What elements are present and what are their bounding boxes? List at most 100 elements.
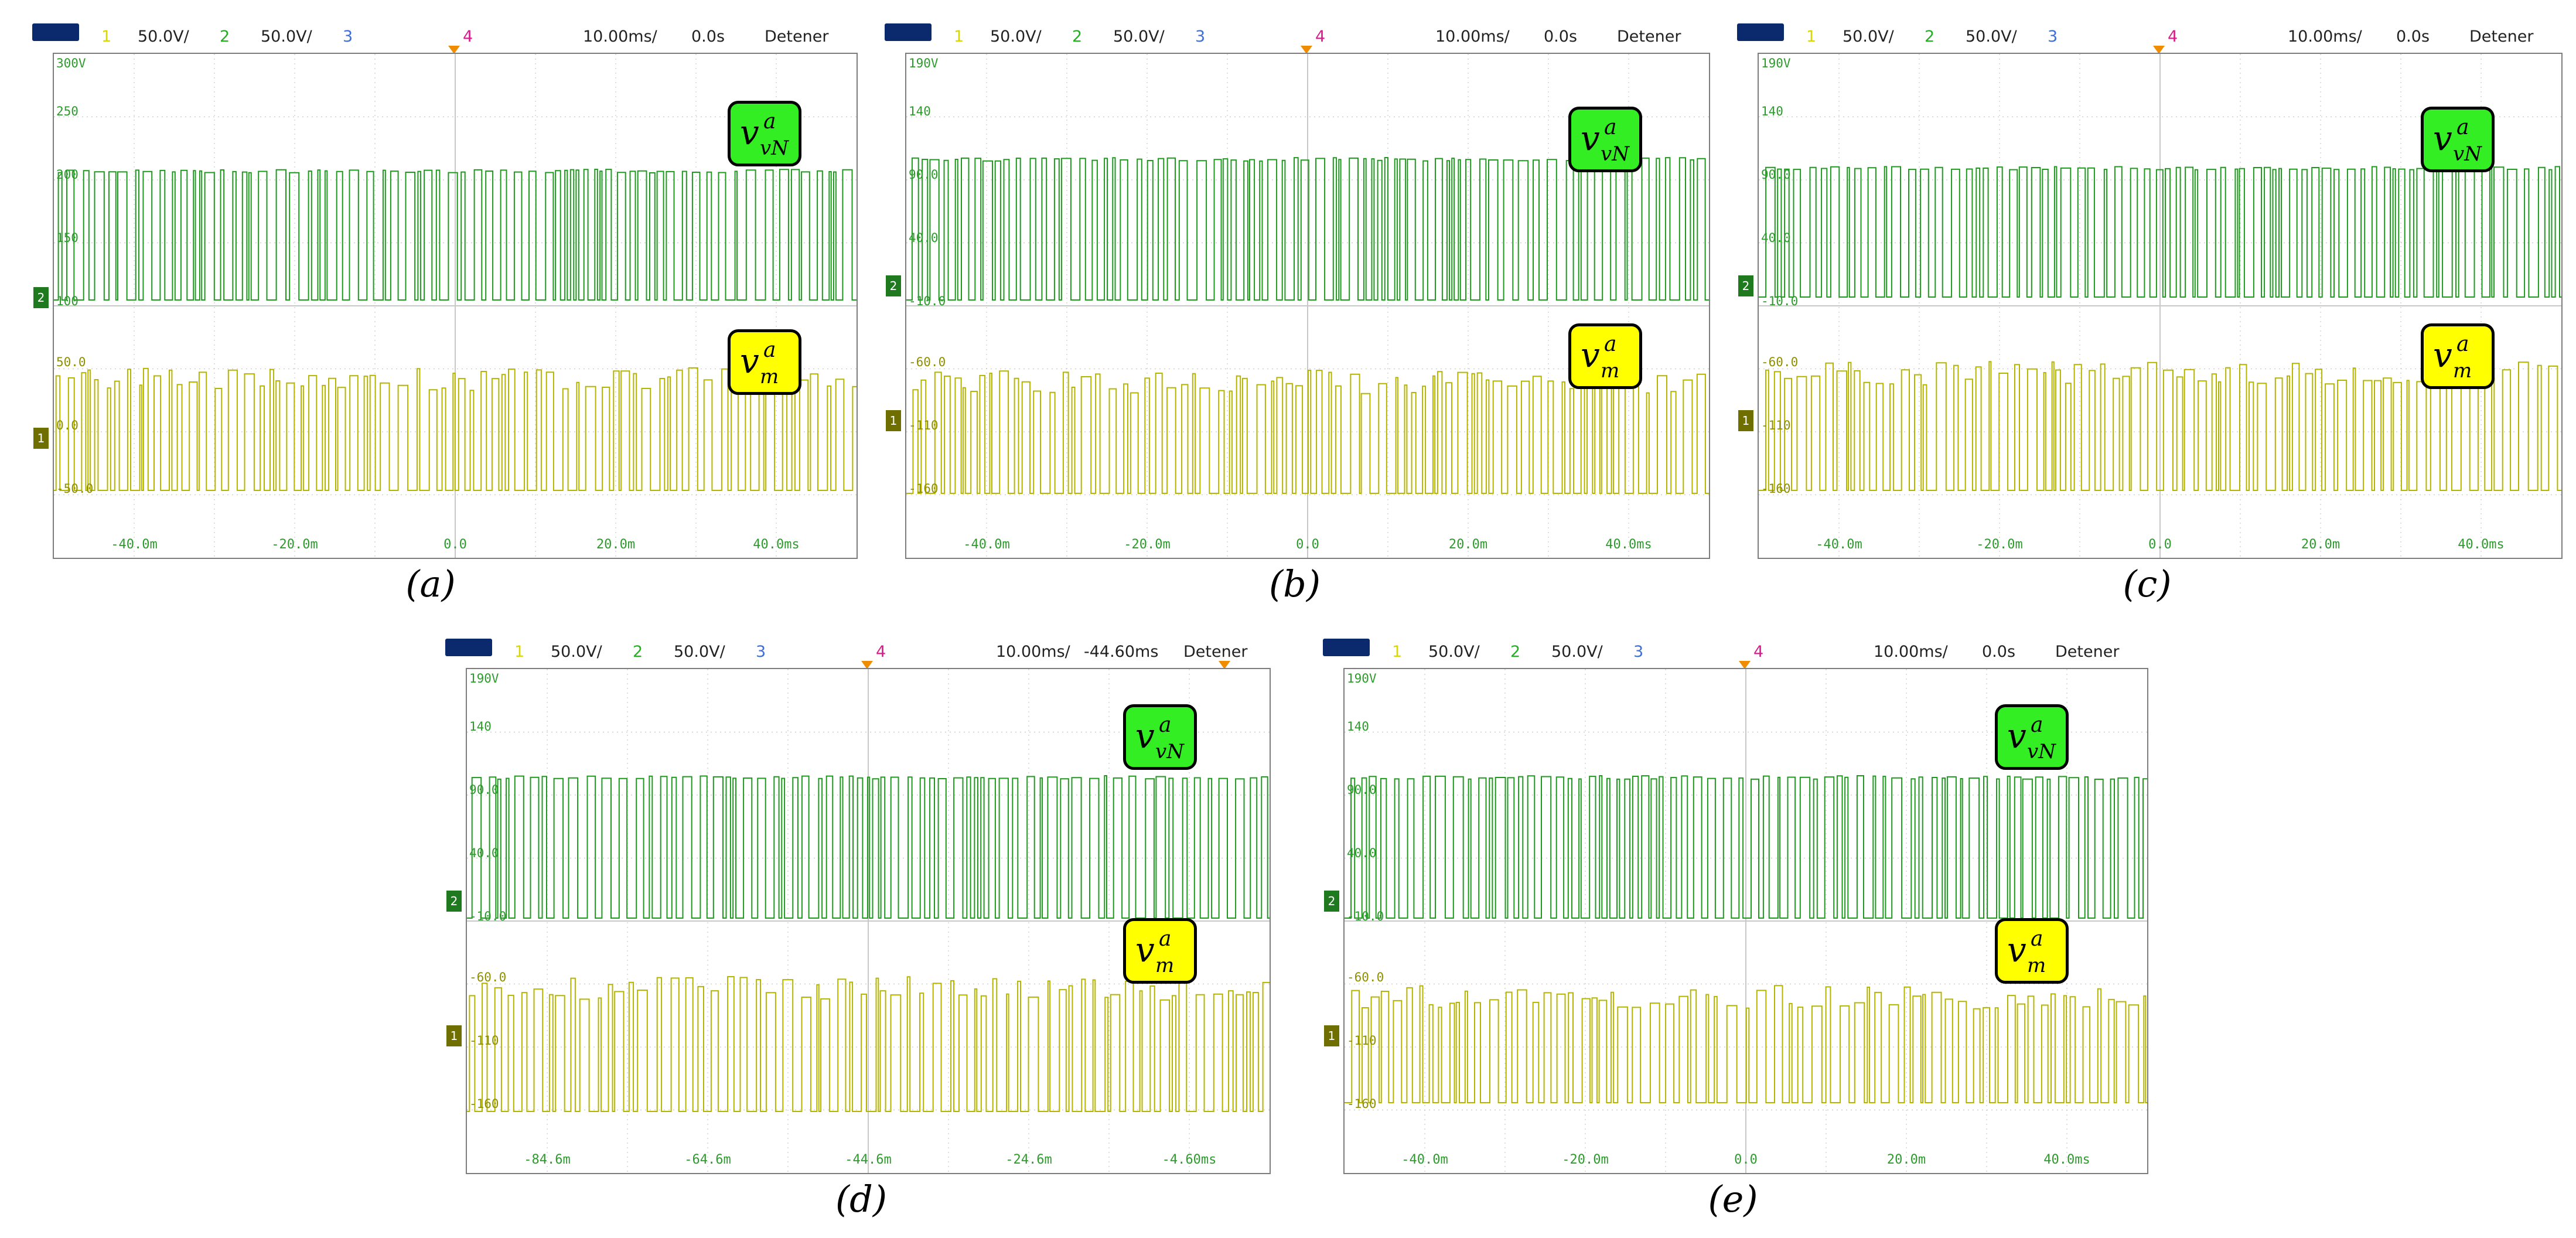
ch3-label[interactable]: 3: [756, 643, 766, 661]
ch1-ground-marker[interactable]: 1: [1324, 1025, 1339, 1046]
y-label: 190V: [1347, 671, 1377, 685]
vvn-badge: v a vN: [1568, 107, 1642, 172]
ch3-label[interactable]: 3: [1195, 28, 1206, 46]
waveform-plot: 190V 140 90.0 40.0 -10.0 -60.0 -110 -160…: [466, 668, 1271, 1174]
y-label: 190V: [909, 56, 939, 70]
ch3-label[interactable]: 3: [343, 28, 353, 46]
ch1-label[interactable]: 1: [514, 643, 525, 661]
ch1-label[interactable]: 1: [1392, 643, 1403, 661]
waveform-plot: 300V 250 200 150 100 50.0 0.0 -50.0 -40.…: [53, 53, 858, 559]
ch1-ground-marker[interactable]: 1: [886, 410, 901, 431]
x-label: -40.0m: [1816, 537, 1862, 552]
ch3-label[interactable]: 3: [1633, 643, 1644, 661]
channel-menu-button[interactable]: [445, 639, 492, 656]
ch2-ground-marker[interactable]: 2: [1324, 891, 1339, 912]
run-mode[interactable]: Detener: [2055, 643, 2120, 661]
ch4-label[interactable]: 4: [463, 28, 473, 46]
ch2-ground-marker[interactable]: 2: [446, 891, 462, 912]
ch2-label[interactable]: 2: [1925, 28, 1935, 46]
y-label: 150: [56, 231, 79, 245]
ch2-ground-marker[interactable]: 2: [886, 275, 901, 296]
caption-b: (b): [1268, 562, 1321, 605]
scope-c: 1 50.0V/ 2 50.0V/ 3 4 10.00ms/ 0.0s Dete…: [1737, 18, 2569, 605]
channel-menu-button[interactable]: [32, 23, 79, 41]
ch1-label[interactable]: 1: [1806, 28, 1817, 46]
vm-trace: [906, 370, 1709, 494]
y-label: 190V: [1761, 56, 1791, 70]
x-label: -20.0m: [1124, 537, 1171, 552]
x-label: -64.6m: [684, 1152, 731, 1167]
timebase: 10.00ms/: [583, 28, 657, 46]
channel-menu-button[interactable]: [1737, 23, 1784, 41]
run-mode[interactable]: Detener: [1617, 28, 1681, 46]
y-label: 140: [909, 104, 931, 118]
ch2-ground-marker[interactable]: 2: [33, 287, 49, 308]
ch2-scale: 50.0V/: [1551, 643, 1603, 661]
ch2-label[interactable]: 2: [1510, 643, 1521, 661]
y-label: 90.0: [909, 168, 939, 182]
channel-menu-button[interactable]: [885, 23, 932, 41]
scope-e: 1 50.0V/ 2 50.0V/ 3 4 10.00ms/ 0.0s Dete…: [1323, 633, 2155, 1220]
trigger-marker-icon: [1301, 46, 1312, 54]
y-label: -160: [1347, 1097, 1377, 1111]
timebase: 10.00ms/: [1874, 643, 1948, 661]
scope-b: 1 50.0V/ 2 50.0V/ 3 4 10.00ms/ 0.0s Dete…: [885, 18, 1717, 605]
x-label: -4.60ms: [1162, 1152, 1217, 1167]
caption-e: (e): [1708, 1178, 1758, 1220]
run-mode[interactable]: Detener: [765, 28, 829, 46]
ch2-label[interactable]: 2: [633, 643, 643, 661]
y-label: 0.0: [56, 418, 79, 432]
y-label: 140: [1761, 104, 1783, 118]
x-label: 40.0ms: [1605, 537, 1652, 552]
ch1-label[interactable]: 1: [954, 28, 964, 46]
x-label: -20.0m: [1562, 1152, 1609, 1167]
ch1-scale: 50.0V/: [551, 643, 602, 661]
ch1-ground-marker[interactable]: 1: [1738, 410, 1753, 431]
ch2-scale: 50.0V/: [674, 643, 725, 661]
waveform-svg: [906, 54, 1709, 558]
ch4-label[interactable]: 4: [876, 643, 886, 661]
trigger-position-marker-icon: [1219, 661, 1230, 669]
ch2-label[interactable]: 2: [1072, 28, 1083, 46]
x-label: 40.0ms: [2458, 537, 2505, 552]
ch4-label[interactable]: 4: [1315, 28, 1326, 46]
vvn-badge: v a vN: [728, 101, 801, 166]
ch1-ground-marker[interactable]: 1: [33, 428, 49, 449]
ch4-label[interactable]: 4: [2168, 28, 2178, 46]
ch3-label[interactable]: 3: [2048, 28, 2058, 46]
run-mode[interactable]: Detener: [2469, 28, 2534, 46]
ch2-ground-marker[interactable]: 2: [1738, 275, 1753, 296]
y-label: -60.0: [1347, 970, 1384, 984]
x-label: 40.0ms: [753, 537, 800, 552]
y-label: -110: [469, 1034, 499, 1048]
scope-header: 1 50.0V/ 2 50.0V/ 3 4 10.00ms/ 0.0s Dete…: [885, 18, 1717, 54]
ch1-ground-marker[interactable]: 1: [446, 1025, 462, 1046]
ch1-scale: 50.0V/: [138, 28, 189, 46]
y-label: 40.0: [909, 231, 939, 245]
x-label: -40.0m: [963, 537, 1010, 552]
y-label: -10.0: [1347, 909, 1384, 923]
timebase: 10.00ms/: [2288, 28, 2362, 46]
delay: 0.0s: [691, 28, 725, 46]
delay: -44.60ms: [1084, 643, 1159, 661]
waveform-svg: [467, 669, 1270, 1173]
scope-header: 1 50.0V/ 2 50.0V/ 3 4 10.00ms/ 0.0s Dete…: [1737, 18, 2569, 54]
ch2-label[interactable]: 2: [220, 28, 230, 46]
ch1-scale: 50.0V/: [990, 28, 1042, 46]
ch4-label[interactable]: 4: [1753, 643, 1764, 661]
x-label: 0.0: [1296, 537, 1319, 552]
y-label: 40.0: [1761, 231, 1791, 245]
y-label: 40.0: [1347, 846, 1377, 860]
ch1-label[interactable]: 1: [101, 28, 112, 46]
y-label: -160: [909, 482, 939, 496]
y-label: -60.0: [1761, 355, 1799, 369]
channel-menu-button[interactable]: [1323, 639, 1370, 656]
waveform-plot: 190V 140 90.0 40.0 -10.0 -60.0 -110 -160…: [905, 53, 1710, 559]
run-mode[interactable]: Detener: [1183, 643, 1248, 661]
y-label: 90.0: [469, 783, 499, 797]
scope-header: 1 50.0V/ 2 50.0V/ 3 4 10.00ms/ -44.60ms …: [445, 633, 1277, 669]
y-label: 190V: [469, 671, 499, 685]
vvn-trace: [467, 775, 1270, 919]
